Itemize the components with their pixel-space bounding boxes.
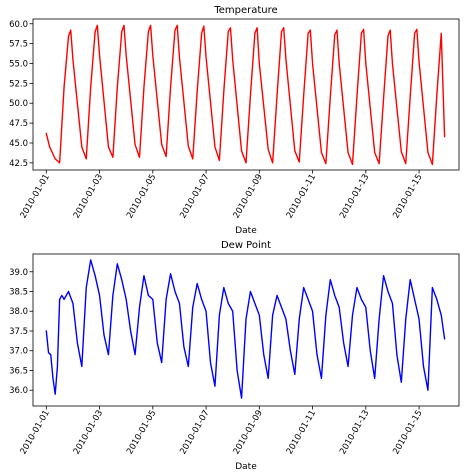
dew-point-chart: Dew Point36.036.537.037.538.038.539.0201… (9, 240, 460, 472)
dew-point-title: Dew Point (221, 240, 271, 251)
dew-point-y-tick-label: 38.0 (9, 307, 28, 317)
temperature-y-tick-label: 42.5 (9, 159, 28, 169)
temperature-series-line (45, 24, 446, 166)
temperature-title: Temperature (213, 5, 277, 16)
temperature-y-tick-label: 52.5 (9, 79, 28, 89)
dew-point-series-line (45, 259, 446, 399)
temperature-y-tick-label: 60.0 (9, 20, 28, 30)
temperature-y-tick-label: 55.0 (9, 60, 28, 70)
dew-point-y-tick-label: 38.5 (9, 288, 28, 298)
dew-point-y-tick-label: 37.0 (9, 347, 28, 357)
temperature-y-tick-label: 57.5 (9, 40, 28, 50)
temperature-x-axis-label: Date (235, 226, 257, 236)
dew-point-x-axis-label: Date (235, 462, 257, 472)
temperature-y-tick-label: 50.0 (9, 99, 28, 109)
temperature-axes-frame (32, 18, 460, 171)
dew-point-y-tick-label: 39.0 (9, 268, 28, 278)
dew-point-y-tick-label: 36.5 (9, 366, 28, 376)
dew-point-axes-frame (32, 253, 460, 407)
dew-point-y-tick-label: 36.0 (9, 386, 28, 396)
dew-point-y-tick-label: 37.5 (9, 327, 28, 337)
temperature-y-tick-label: 45.0 (9, 139, 28, 149)
temperature-y-tick-label: 47.5 (9, 119, 28, 129)
